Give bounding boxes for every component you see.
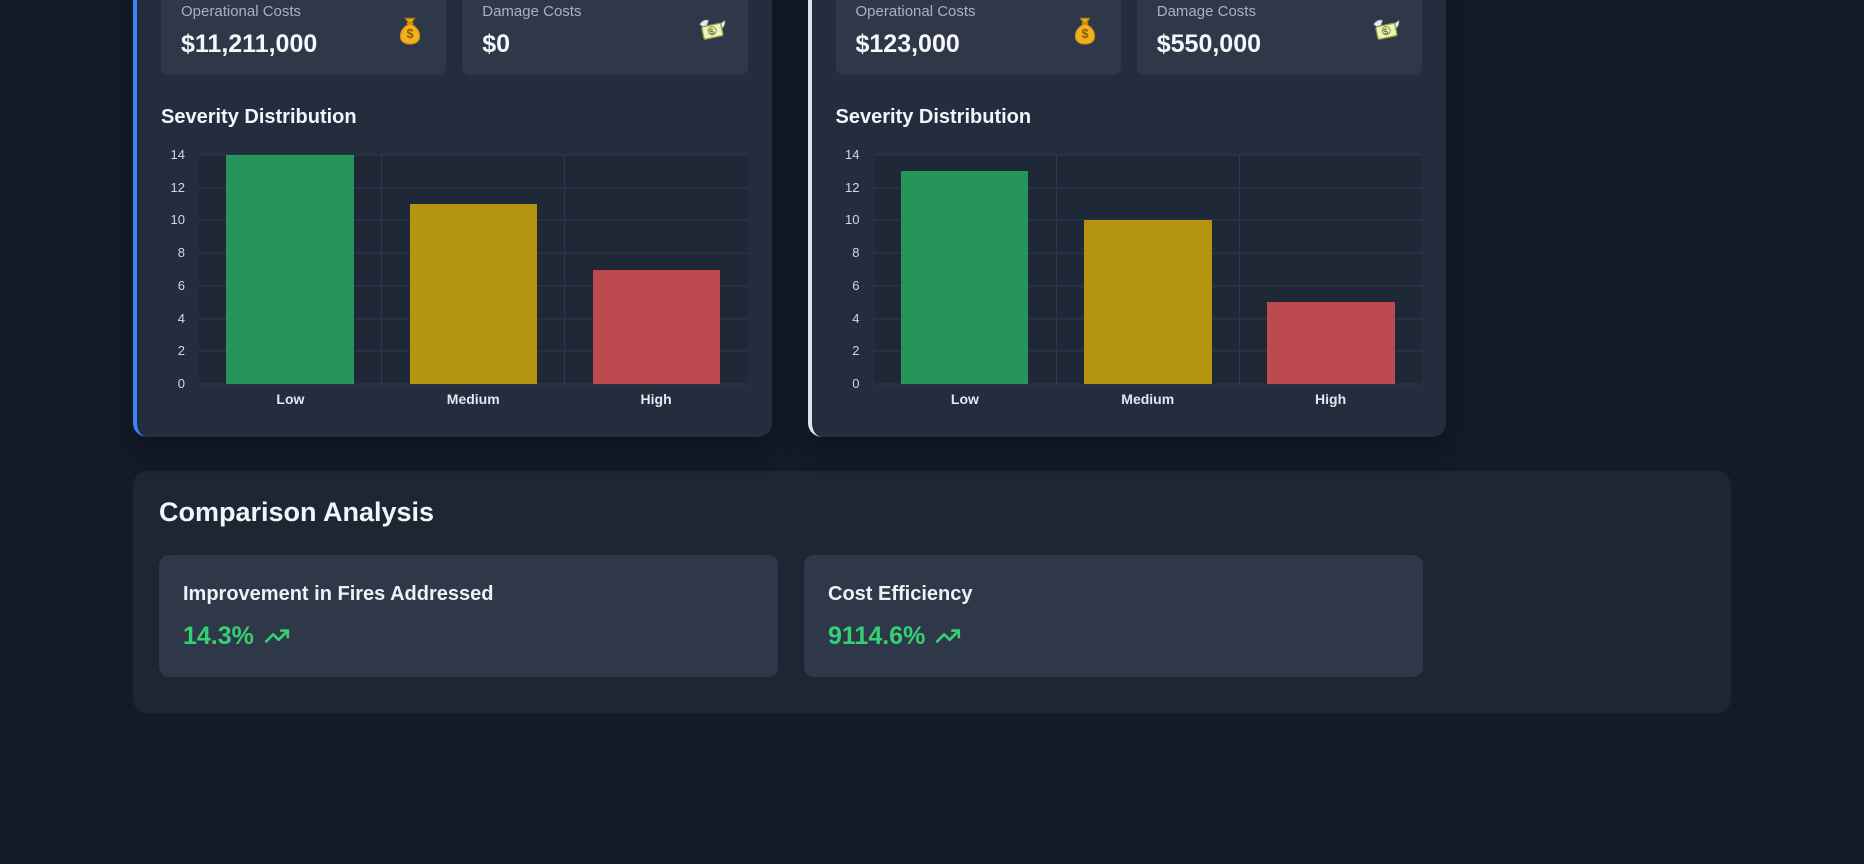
stat-label: Damage Costs bbox=[482, 3, 582, 20]
x-tick-label: Medium bbox=[446, 391, 500, 407]
metric-value-text: 14.3% bbox=[183, 622, 254, 650]
bars bbox=[874, 155, 1423, 384]
bar-medium bbox=[409, 204, 538, 384]
stat-text: Operational Costs $11,211,000 bbox=[181, 2, 317, 60]
operational-costs-card: Operational Costs $11,211,000 $ bbox=[161, 0, 447, 75]
stat-label: Damage Costs bbox=[1156, 3, 1256, 20]
severity-distribution-chart: 0 2 4 6 8 10 12 14 Low Medium High bbox=[836, 148, 1423, 407]
y-tick-label: 6 bbox=[852, 277, 860, 293]
y-tick-label: 4 bbox=[177, 310, 185, 326]
bar-high bbox=[592, 269, 721, 384]
stat-label: Operational Costs bbox=[181, 3, 302, 20]
money-with-wings-icon: $ bbox=[696, 15, 728, 47]
y-tick-label: 10 bbox=[845, 212, 860, 228]
plot-wrap: Low Medium High bbox=[199, 154, 748, 407]
y-tick-label: 14 bbox=[170, 147, 185, 162]
plot-wrap: Low Medium High bbox=[873, 154, 1423, 407]
bar-high bbox=[1267, 302, 1395, 384]
stat-text: Damage Costs $550,000 bbox=[1157, 2, 1261, 60]
y-tick-label: 6 bbox=[177, 277, 185, 293]
trending-up-icon bbox=[935, 623, 961, 649]
gridline bbox=[199, 154, 748, 156]
plot-area bbox=[199, 154, 748, 385]
x-tick-label: High bbox=[640, 391, 672, 407]
metric-value-text: 9114.6% bbox=[828, 622, 926, 650]
severity-distribution-chart: 0 2 4 6 8 10 12 14 Low Medium High bbox=[161, 148, 748, 407]
x-tick-label: High bbox=[1315, 391, 1347, 407]
cost-efficiency-metric-card: Cost Efficiency 9114.6% bbox=[804, 555, 1423, 677]
x-tick-label: Low bbox=[950, 391, 979, 407]
y-tick-label: 12 bbox=[170, 179, 185, 195]
gridline bbox=[873, 187, 1422, 189]
chart-title: Severity Distribution bbox=[161, 106, 357, 128]
bar-low bbox=[900, 171, 1029, 384]
bar-column-low bbox=[874, 155, 1056, 384]
money-bag-icon: $ bbox=[1069, 15, 1101, 47]
metric-value: 9114.6% bbox=[828, 621, 1399, 651]
gridline bbox=[199, 383, 748, 385]
y-tick-label: 10 bbox=[170, 212, 185, 228]
gridline bbox=[873, 383, 1422, 385]
bars bbox=[199, 155, 748, 384]
bar-column-high bbox=[564, 155, 747, 384]
y-tick-label: 4 bbox=[852, 310, 860, 326]
money-with-wings-icon: $ bbox=[1370, 15, 1402, 47]
stat-text: Operational Costs $123,000 bbox=[856, 2, 976, 60]
gridline bbox=[199, 187, 748, 189]
stat-value: $0 bbox=[482, 30, 511, 58]
section-title: Comparison Analysis bbox=[159, 497, 435, 527]
metric-label: Improvement in Fires Addressed bbox=[183, 583, 494, 605]
plot-area bbox=[873, 154, 1423, 385]
stat-label: Operational Costs bbox=[855, 3, 976, 20]
improvement-metric-card: Improvement in Fires Addressed 14.3% bbox=[159, 555, 778, 677]
comparison-analysis-section: Comparison Analysis Improvement in Fires… bbox=[133, 471, 1731, 713]
y-tick-label: 0 bbox=[852, 376, 860, 391]
y-tick-label: 2 bbox=[852, 343, 860, 359]
metric-label: Cost Efficiency bbox=[828, 583, 973, 605]
metric-value: 14.3% bbox=[183, 621, 754, 651]
trending-up-icon bbox=[264, 623, 290, 649]
y-tick-label: 0 bbox=[177, 376, 185, 391]
svg-text:$: $ bbox=[1382, 26, 1389, 37]
money-bag-icon: $ bbox=[394, 15, 426, 47]
svg-text:$: $ bbox=[1081, 27, 1088, 41]
y-tick-label: 12 bbox=[845, 179, 860, 195]
damage-costs-card: Damage Costs $550,000 $ bbox=[1136, 0, 1422, 75]
y-axis: 0 2 4 6 8 10 12 14 bbox=[161, 148, 191, 391]
x-axis: Low Medium High bbox=[199, 391, 748, 407]
y-tick-label: 2 bbox=[177, 343, 185, 359]
scenario-panel-right: Operational Costs $123,000 $ Damage Cost… bbox=[807, 0, 1446, 437]
gridline bbox=[873, 219, 1422, 221]
stat-value: $123,000 bbox=[855, 30, 960, 58]
bar-medium bbox=[1084, 220, 1212, 384]
gridline bbox=[873, 154, 1422, 156]
chart-title: Severity Distribution bbox=[835, 106, 1032, 128]
metrics-row: Improvement in Fires Addressed 14.3% Cos… bbox=[159, 555, 1705, 677]
x-tick-label: Low bbox=[276, 391, 305, 407]
x-axis: Low Medium High bbox=[874, 391, 1423, 407]
damage-costs-card: Damage Costs $0 $ bbox=[462, 0, 748, 75]
bar-column-medium bbox=[381, 155, 564, 384]
svg-text:$: $ bbox=[407, 27, 414, 41]
stat-text: Damage Costs $0 bbox=[482, 2, 581, 60]
scenario-panels: Operational Costs $11,211,000 $ Damage C… bbox=[133, 0, 1446, 437]
stat-cards-row: Operational Costs $11,211,000 $ Damage C… bbox=[161, 0, 748, 75]
operational-costs-card: Operational Costs $123,000 $ bbox=[835, 0, 1121, 75]
bar-column-high bbox=[1238, 155, 1422, 384]
bar-low bbox=[226, 155, 354, 384]
stat-value: $11,211,000 bbox=[181, 30, 318, 58]
y-tick-label: 14 bbox=[845, 147, 860, 162]
scenario-panel-left: Operational Costs $11,211,000 $ Damage C… bbox=[133, 0, 772, 437]
svg-text:$: $ bbox=[708, 26, 715, 37]
stat-cards-row: Operational Costs $123,000 $ Damage Cost… bbox=[835, 0, 1422, 75]
bar-column-low bbox=[199, 155, 381, 384]
x-tick-label: Medium bbox=[1121, 391, 1175, 407]
y-tick-label: 8 bbox=[852, 245, 860, 261]
y-axis: 0 2 4 6 8 10 12 14 bbox=[836, 148, 866, 391]
bar-column-medium bbox=[1055, 155, 1239, 384]
stat-value: $550,000 bbox=[1156, 30, 1262, 58]
y-tick-label: 8 bbox=[177, 245, 185, 261]
